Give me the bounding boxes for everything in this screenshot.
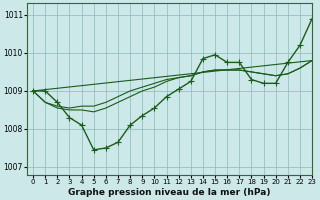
X-axis label: Graphe pression niveau de la mer (hPa): Graphe pression niveau de la mer (hPa) — [68, 188, 271, 197]
